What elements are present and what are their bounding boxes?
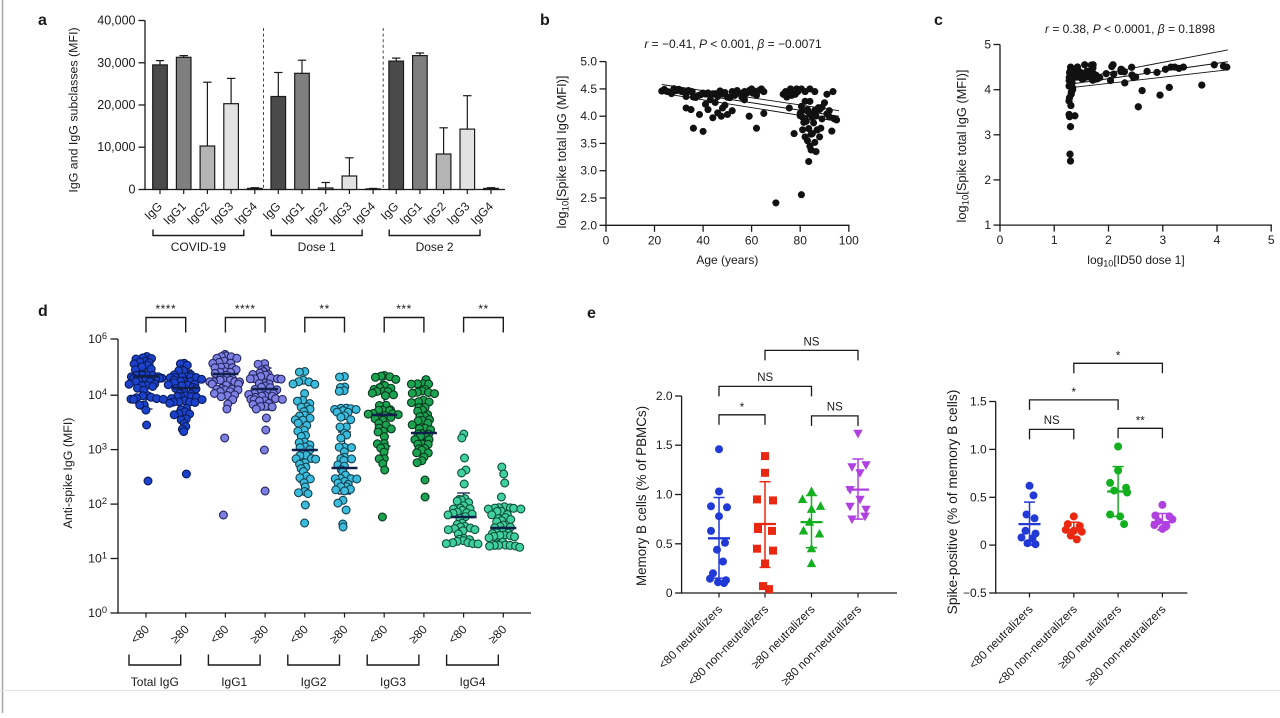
svg-text:2.5: 2.5 — [580, 191, 597, 205]
svg-text:NS: NS — [827, 402, 843, 414]
svg-text:b: b — [540, 12, 550, 29]
svg-text:*: * — [740, 402, 745, 414]
svg-text:Memory B cells (% of PBMCs): Memory B cells (% of PBMCs) — [634, 406, 649, 586]
svg-text:4.5: 4.5 — [580, 82, 597, 96]
svg-text:100: 100 — [839, 233, 859, 247]
svg-text:0: 0 — [603, 233, 610, 247]
svg-text:r = 0.38, P < 0.0001, β = 0.18: r = 0.38, P < 0.0001, β = 0.1898 — [1045, 22, 1215, 36]
svg-text:−0.5: −0.5 — [963, 586, 987, 600]
svg-text:3: 3 — [1159, 233, 1166, 247]
svg-text:2: 2 — [1105, 233, 1112, 247]
svg-text:NS: NS — [804, 337, 820, 349]
svg-text:IgG3: IgG3 — [380, 675, 406, 689]
svg-text:0: 0 — [129, 183, 136, 197]
svg-text:5: 5 — [984, 38, 991, 52]
svg-text:0: 0 — [980, 538, 987, 552]
svg-text:2.0: 2.0 — [580, 218, 597, 232]
svg-text:**: ** — [478, 302, 488, 316]
svg-text:NS: NS — [1044, 415, 1060, 427]
svg-text:**: ** — [319, 302, 329, 316]
svg-text:3: 3 — [984, 128, 991, 142]
svg-text:1: 1 — [1051, 233, 1058, 247]
svg-text:r = −0.41, P < 0.001, β = −0.0: r = −0.41, P < 0.001, β = −0.0071 — [644, 37, 822, 51]
svg-text:5: 5 — [1268, 233, 1275, 247]
svg-text:3.5: 3.5 — [580, 136, 597, 150]
svg-text:****: **** — [235, 302, 256, 316]
svg-text:COVID-19: COVID-19 — [171, 240, 227, 254]
svg-text:e: e — [587, 305, 596, 322]
svg-text:IgG4: IgG4 — [459, 675, 485, 689]
svg-text:1.5: 1.5 — [970, 395, 987, 409]
svg-text:IgG1: IgG1 — [221, 675, 247, 689]
svg-text:Age (years): Age (years) — [696, 253, 758, 267]
svg-text:log10[ID50 dose 1]: log10[ID50 dose 1] — [1087, 253, 1184, 269]
svg-text:d: d — [38, 303, 48, 320]
svg-text:IgG and IgG subclasses (MFI): IgG and IgG subclasses (MFI) — [67, 27, 81, 192]
svg-text:1.5: 1.5 — [656, 438, 673, 452]
svg-text:80: 80 — [794, 233, 808, 247]
svg-text:30,000: 30,000 — [97, 56, 135, 70]
svg-text:2: 2 — [984, 173, 991, 187]
svg-text:0.5: 0.5 — [970, 490, 987, 504]
svg-text:20: 20 — [648, 233, 662, 247]
svg-text:4: 4 — [984, 83, 991, 97]
svg-text:40: 40 — [696, 233, 710, 247]
svg-text:4: 4 — [1214, 233, 1221, 247]
svg-text:****: **** — [155, 302, 176, 316]
svg-text:0.5: 0.5 — [656, 537, 673, 551]
svg-text:1.0: 1.0 — [656, 488, 673, 502]
svg-text:c: c — [934, 12, 943, 29]
svg-text:IgG2: IgG2 — [301, 675, 327, 689]
svg-text:**: ** — [1136, 416, 1145, 428]
svg-text:log10[Spike total IgG (MFI)]: log10[Spike total IgG (MFI)] — [954, 70, 972, 223]
svg-text:***: *** — [396, 302, 412, 316]
svg-text:Dose 1: Dose 1 — [298, 240, 336, 254]
svg-text:0: 0 — [666, 586, 673, 600]
svg-text:Total IgG: Total IgG — [131, 675, 179, 689]
svg-text:4.0: 4.0 — [580, 109, 597, 123]
svg-text:*: * — [1072, 387, 1077, 399]
svg-text:0: 0 — [997, 233, 1004, 247]
svg-text:1.0: 1.0 — [970, 442, 987, 456]
svg-text:40,000: 40,000 — [97, 14, 135, 28]
svg-text:Anti-spike IgG (MFI): Anti-spike IgG (MFI) — [61, 418, 75, 529]
svg-text:1: 1 — [984, 218, 991, 232]
svg-text:Spike-positive (% of memory B: Spike-positive (% of memory B cells) — [945, 390, 960, 615]
svg-text:5.0: 5.0 — [580, 55, 597, 69]
svg-text:20,000: 20,000 — [97, 98, 135, 112]
svg-text:log10[Spike total IgG (MFI)]: log10[Spike total IgG (MFI)] — [554, 76, 572, 229]
svg-text:60: 60 — [745, 233, 759, 247]
svg-text:10,000: 10,000 — [97, 140, 135, 154]
svg-text:Dose 2: Dose 2 — [416, 240, 454, 254]
svg-text:*: * — [1116, 351, 1121, 363]
svg-text:2.0: 2.0 — [656, 389, 673, 403]
svg-text:3.0: 3.0 — [580, 164, 597, 178]
svg-text:NS: NS — [757, 372, 773, 384]
svg-text:a: a — [38, 12, 47, 29]
